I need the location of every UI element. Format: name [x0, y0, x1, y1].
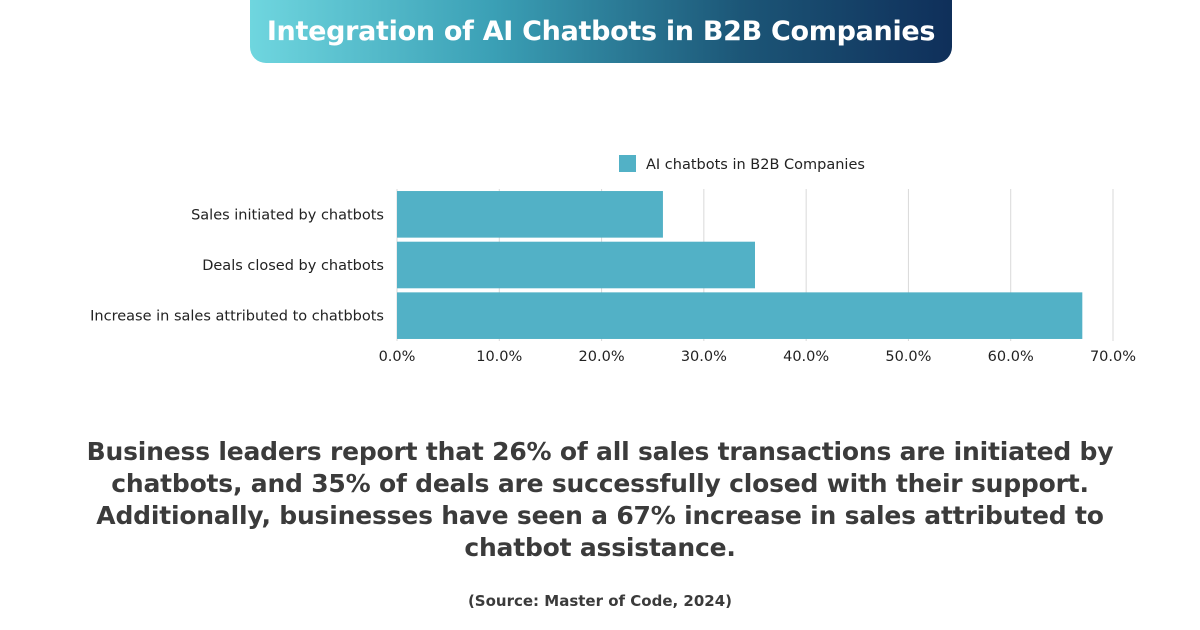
x-tick-label: 30.0%	[681, 349, 727, 365]
x-tick-label: 40.0%	[783, 349, 829, 365]
bar	[397, 292, 1083, 339]
title-banner: Integration of AI Chatbots in B2B Compan…	[250, 0, 952, 63]
y-category-label: Sales initiated by chatbots	[191, 207, 384, 223]
page-title: Integration of AI Chatbots in B2B Compan…	[266, 16, 936, 47]
bar-chart: 0.0% 10.0% 20.0% 30.0% 40.0% 50.0% 60.0% 70.0% S…	[90, 155, 1136, 365]
x-tick-label: 20.0%	[579, 349, 625, 365]
x-tick-label: 70.0%	[1090, 349, 1136, 365]
legend-label: AI chatbots in B2B Companies	[646, 157, 865, 173]
x-tick-label: 0.0%	[379, 349, 416, 365]
bar	[397, 191, 663, 238]
y-category-label: Increase in sales attributed to chatbbot…	[90, 309, 384, 325]
x-tick-label: 10.0%	[476, 349, 522, 365]
bar	[397, 241, 755, 289]
y-category-label: Deals closed by chatbots	[202, 258, 384, 274]
legend-swatch	[619, 155, 636, 172]
x-tick-label: 60.0%	[988, 349, 1034, 365]
summary-text: Business leaders report that 26% of all …	[86, 437, 1114, 562]
x-tick-label: 50.0%	[885, 349, 931, 365]
source-citation: (Source: Master of Code, 2024)	[467, 592, 733, 610]
